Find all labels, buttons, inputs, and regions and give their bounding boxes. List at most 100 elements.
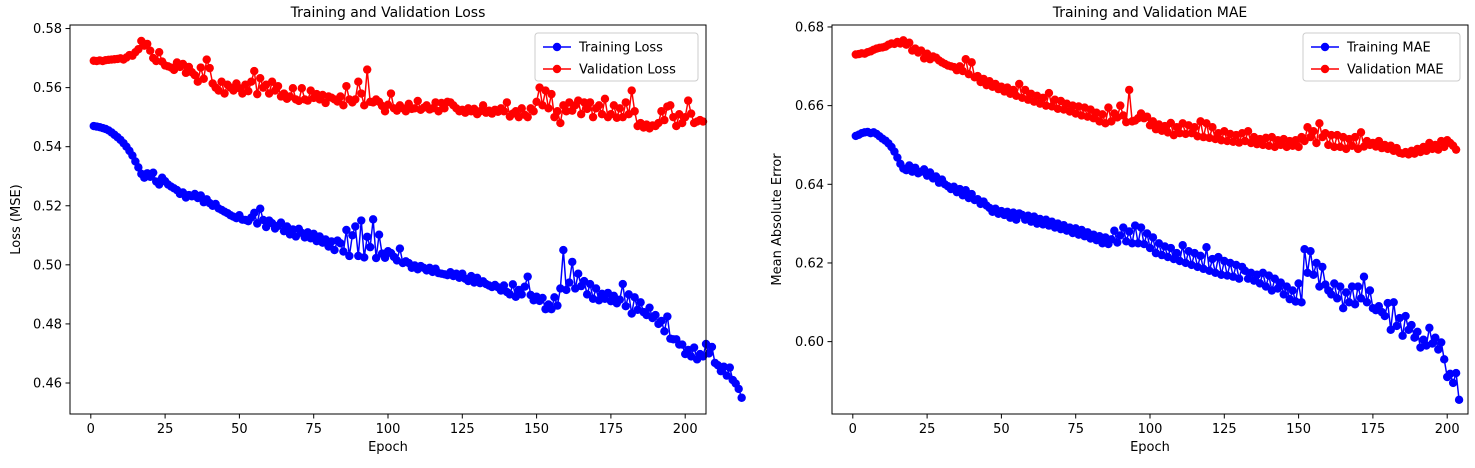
loss-y-tick-label-2: 0.50	[33, 258, 62, 273]
mae-series-0-point-122	[1214, 252, 1223, 262]
loss-series-1-point-157	[556, 118, 565, 128]
loss-series-1-point-164	[576, 110, 586, 119]
mae-series-1-point-55	[1015, 79, 1024, 89]
loss-series-1-point-36	[196, 63, 205, 72]
loss-x-tick-label-4: 100	[376, 422, 401, 437]
loss-series-1-point-18	[143, 39, 152, 49]
loss-chart-title: Training and Validation Loss	[290, 5, 486, 21]
loss-series-1-point-100	[386, 89, 396, 98]
mae-series-1-point-151	[1300, 136, 1309, 146]
loss-series-1-point-84	[339, 101, 348, 110]
loss-series-1-point-39	[205, 63, 214, 73]
mae-series-0-point-106	[1166, 243, 1176, 253]
mae-series-0-point-165	[1341, 288, 1351, 297]
loss-series-1-point-78	[321, 98, 330, 108]
mae-series-0-point-189	[1413, 327, 1422, 336]
loss-x-tick-label-6: 150	[524, 422, 549, 437]
loss-series-0-point-155	[550, 293, 559, 302]
loss-series-1-point-148	[529, 107, 538, 116]
loss-series-0-point-184	[636, 298, 645, 307]
loss-series-0-point-96	[374, 230, 384, 239]
loss-y-tick-label-1: 0.48	[33, 317, 62, 332]
mae-series-0-point-172	[1362, 298, 1372, 307]
loss-y-axis-label: Loss (MSE)	[9, 184, 24, 254]
loss-series-0-point-146	[523, 272, 532, 281]
mae-series-0-point-92	[1125, 227, 1134, 236]
loss-series-1-point-109	[413, 96, 422, 106]
mae-series-1-point-156	[1315, 119, 1324, 128]
loss-series-0-point-187	[645, 303, 654, 312]
loss-series-1-point-60	[267, 77, 277, 86]
loss-series-0-point-213	[722, 371, 731, 380]
loss-series-1-point-88	[351, 95, 360, 104]
loss-series-0-point-54	[250, 208, 259, 218]
loss-series-1-point-191	[657, 107, 666, 116]
loss-series-0-point-56	[256, 204, 265, 213]
loss-series-0-point-179	[621, 301, 630, 311]
loss-series-1-point-55	[253, 89, 262, 99]
loss-series-0-point-93	[365, 242, 375, 252]
mae-chart-title: Training and Validation MAE	[1052, 5, 1248, 21]
loss-series-0-point-151	[538, 293, 547, 303]
loss-series-1-point-205	[698, 117, 708, 126]
mae-x-axis-label: Epoch	[1130, 440, 1170, 455]
loss-series-1-point-166	[582, 104, 592, 114]
loss-series-1-point-156	[553, 107, 562, 116]
loss-series-0-point-83	[336, 239, 345, 248]
loss-series-1-point-179	[621, 98, 630, 107]
mae-series-0-point-201	[1448, 378, 1458, 388]
loss-series-0-point-85	[342, 225, 351, 235]
mae-series-0-point-37	[961, 186, 970, 195]
mae-x-tick-label-3: 75	[1067, 422, 1084, 437]
mae-legend-label-0: Training MAE	[1346, 41, 1431, 56]
loss-y-tick-label-4: 0.54	[33, 140, 62, 155]
mae-series-0-point-118	[1202, 243, 1211, 252]
loss-legend-box	[534, 32, 699, 82]
mae-series-1-point-86	[1107, 117, 1116, 126]
mae-legend-label-1: Validation MAE	[1347, 63, 1444, 78]
mae-x-tick-label-5: 125	[1212, 422, 1237, 437]
loss-series-1-point-201	[686, 109, 696, 118]
mae-series-0-point-154	[1309, 270, 1318, 279]
mae-series-0-point-163	[1336, 282, 1345, 291]
mae-series-0-point-164	[1338, 304, 1348, 313]
loss-series-markers-0	[89, 121, 746, 402]
mae-series-1-point-65	[1044, 88, 1054, 98]
loss-series-1-point-62	[273, 81, 283, 91]
mae-series-0-point-184	[1398, 331, 1407, 340]
mae-legend: Training MAE Validation MAE	[1302, 32, 1461, 82]
mae-x-tick-label-6: 150	[1286, 422, 1311, 437]
mae-series-0-point-182	[1392, 321, 1401, 331]
loss-series-0-point-177	[615, 295, 625, 304]
loss-series-0-point-169	[591, 284, 601, 293]
loss-series-0-point-141	[508, 280, 518, 289]
mae-series-1-point-92	[1125, 85, 1134, 95]
loss-series-0-point-58	[261, 222, 271, 232]
mae-series-0-point-144	[1279, 290, 1288, 299]
loss-x-tick-label-0: 0	[87, 422, 95, 437]
mae-series-1-point-89	[1116, 101, 1125, 110]
loss-series-0-point-87	[348, 231, 357, 240]
mae-series-0-point-96	[1136, 223, 1146, 232]
mae-series-0-point-87	[1110, 226, 1119, 235]
loss-series-1-point-67	[288, 84, 298, 93]
mae-series-1-point-132	[1243, 127, 1253, 136]
loss-series-0-point-202	[689, 343, 699, 352]
mae-series-0-point-147	[1288, 286, 1297, 295]
loss-series-1-point-139	[502, 98, 512, 107]
loss-series-1-point-44	[220, 89, 229, 98]
mae-series-0-point-171	[1359, 272, 1369, 281]
loss-series-1-point-92	[363, 65, 372, 74]
mae-series-0-point-197	[1437, 338, 1446, 347]
mae-series-1-point-155	[1312, 138, 1321, 148]
mae-series-1-point-39	[967, 58, 976, 67]
loss-x-tick-label-7: 175	[598, 422, 623, 437]
loss-legend-label-0: Training Loss	[578, 41, 663, 56]
loss-series-0-point-91	[360, 253, 369, 262]
mae-series-1-point-106	[1166, 118, 1176, 128]
loss-plot-frame	[69, 24, 707, 415]
loss-series-0-point-192	[660, 327, 669, 336]
mae-series-0-point-180	[1386, 325, 1395, 335]
mae-series-0-point-14	[893, 153, 902, 162]
mae-series-0-point-89	[1116, 231, 1125, 240]
